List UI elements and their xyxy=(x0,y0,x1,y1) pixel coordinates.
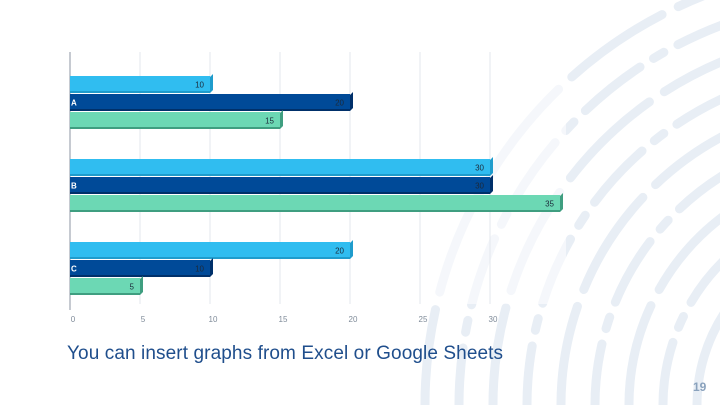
bar-bottom-edge xyxy=(70,257,350,259)
bar-bottom-edge xyxy=(70,174,490,176)
x-tick-label: 15 xyxy=(279,315,288,324)
bar xyxy=(70,112,280,129)
bar xyxy=(70,260,210,277)
x-tick-label: 25 xyxy=(419,315,428,324)
slide-caption: You can insert graphs from Excel or Goog… xyxy=(67,343,504,364)
data-label: 35 xyxy=(545,200,554,209)
data-label: 20 xyxy=(335,247,344,256)
bar-bottom-edge xyxy=(70,293,140,295)
x-tick-label: 20 xyxy=(349,315,358,324)
x-tick-label: 0 xyxy=(71,315,76,324)
decoration-arc xyxy=(556,132,720,405)
x-tick-label: 5 xyxy=(141,315,146,324)
page-number: 19 xyxy=(693,380,707,394)
data-label: 5 xyxy=(130,283,135,292)
bar xyxy=(70,278,140,295)
data-label: 15 xyxy=(265,117,274,126)
category-label: B xyxy=(71,182,77,191)
bar-bottom-edge xyxy=(70,109,350,111)
decoration-arc xyxy=(522,94,720,405)
bar-bottom-edge xyxy=(70,127,280,129)
decoration-arc xyxy=(624,213,720,405)
decoration-arc xyxy=(692,311,720,405)
category-label: C xyxy=(71,265,77,274)
decoration-arc xyxy=(454,21,720,405)
x-tick-label: 30 xyxy=(489,315,498,324)
decoration-arc xyxy=(658,258,720,405)
data-label: 10 xyxy=(195,265,204,274)
data-label: 30 xyxy=(475,182,484,191)
data-label: 10 xyxy=(195,81,204,90)
x-tick-label: 10 xyxy=(209,315,218,324)
bar-bottom-edge xyxy=(70,210,560,212)
bar-bottom-edge xyxy=(70,91,210,93)
decoration-arc xyxy=(590,172,720,405)
bar xyxy=(70,177,490,194)
bar xyxy=(70,94,350,111)
bar xyxy=(70,76,210,93)
bar xyxy=(70,159,490,176)
data-label: 30 xyxy=(475,164,484,173)
decoration-arc xyxy=(488,57,720,405)
bar-bottom-edge xyxy=(70,192,490,194)
data-label: 20 xyxy=(335,99,344,108)
bar xyxy=(70,242,350,259)
bar xyxy=(70,195,560,212)
category-label: A xyxy=(71,99,77,108)
bar-bottom-edge xyxy=(70,275,210,277)
